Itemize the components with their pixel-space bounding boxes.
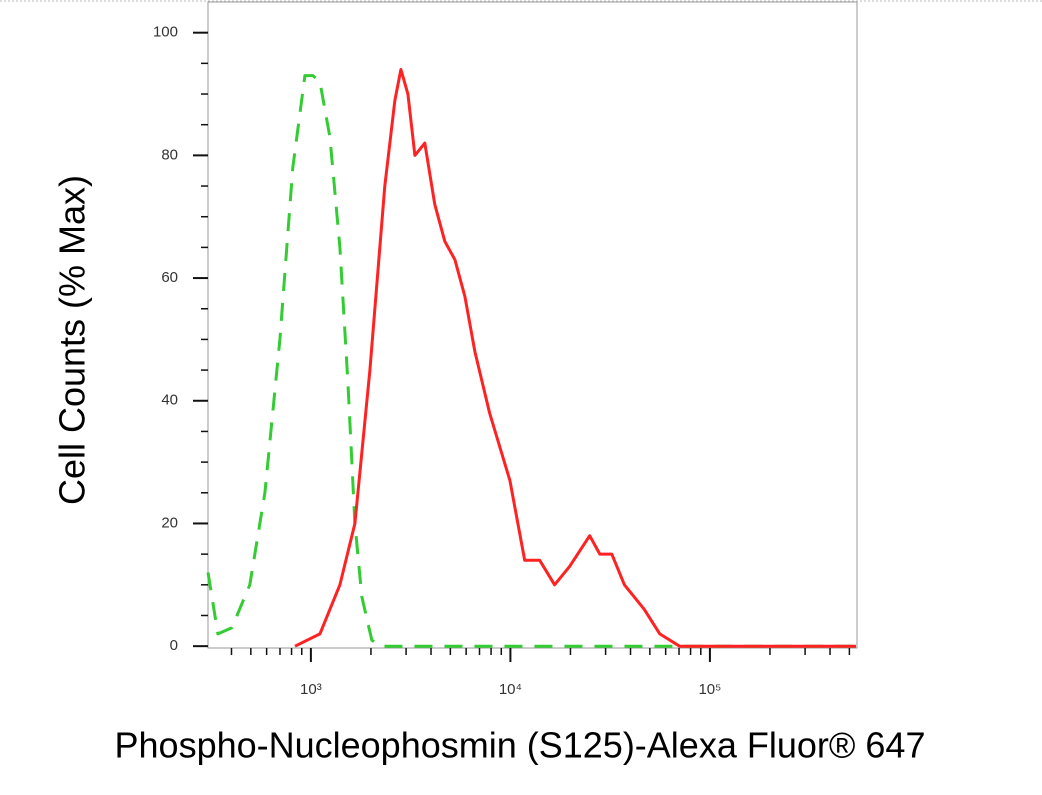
x-tick-label: 10³: [300, 681, 322, 698]
x-tick-label: 10⁵: [698, 681, 721, 698]
plot-frame: [207, 1, 858, 649]
y-tick-label: 60: [161, 269, 178, 286]
series-line: [206, 74, 856, 648]
y-tick-label: 20: [161, 514, 178, 531]
y-tick-label: 80: [161, 146, 178, 163]
y-axis-label: Cell Counts (% Max): [52, 175, 93, 505]
y-tick-label: 100: [153, 24, 178, 41]
y-tick-label: 0: [170, 637, 178, 654]
x-axis-label: Phospho-Nucleophosmin (S125)-Alexa Fluor…: [115, 725, 926, 766]
series-line: [294, 68, 856, 648]
y-tick-label: 40: [161, 392, 178, 409]
x-tick-label: 10⁴: [499, 681, 522, 698]
